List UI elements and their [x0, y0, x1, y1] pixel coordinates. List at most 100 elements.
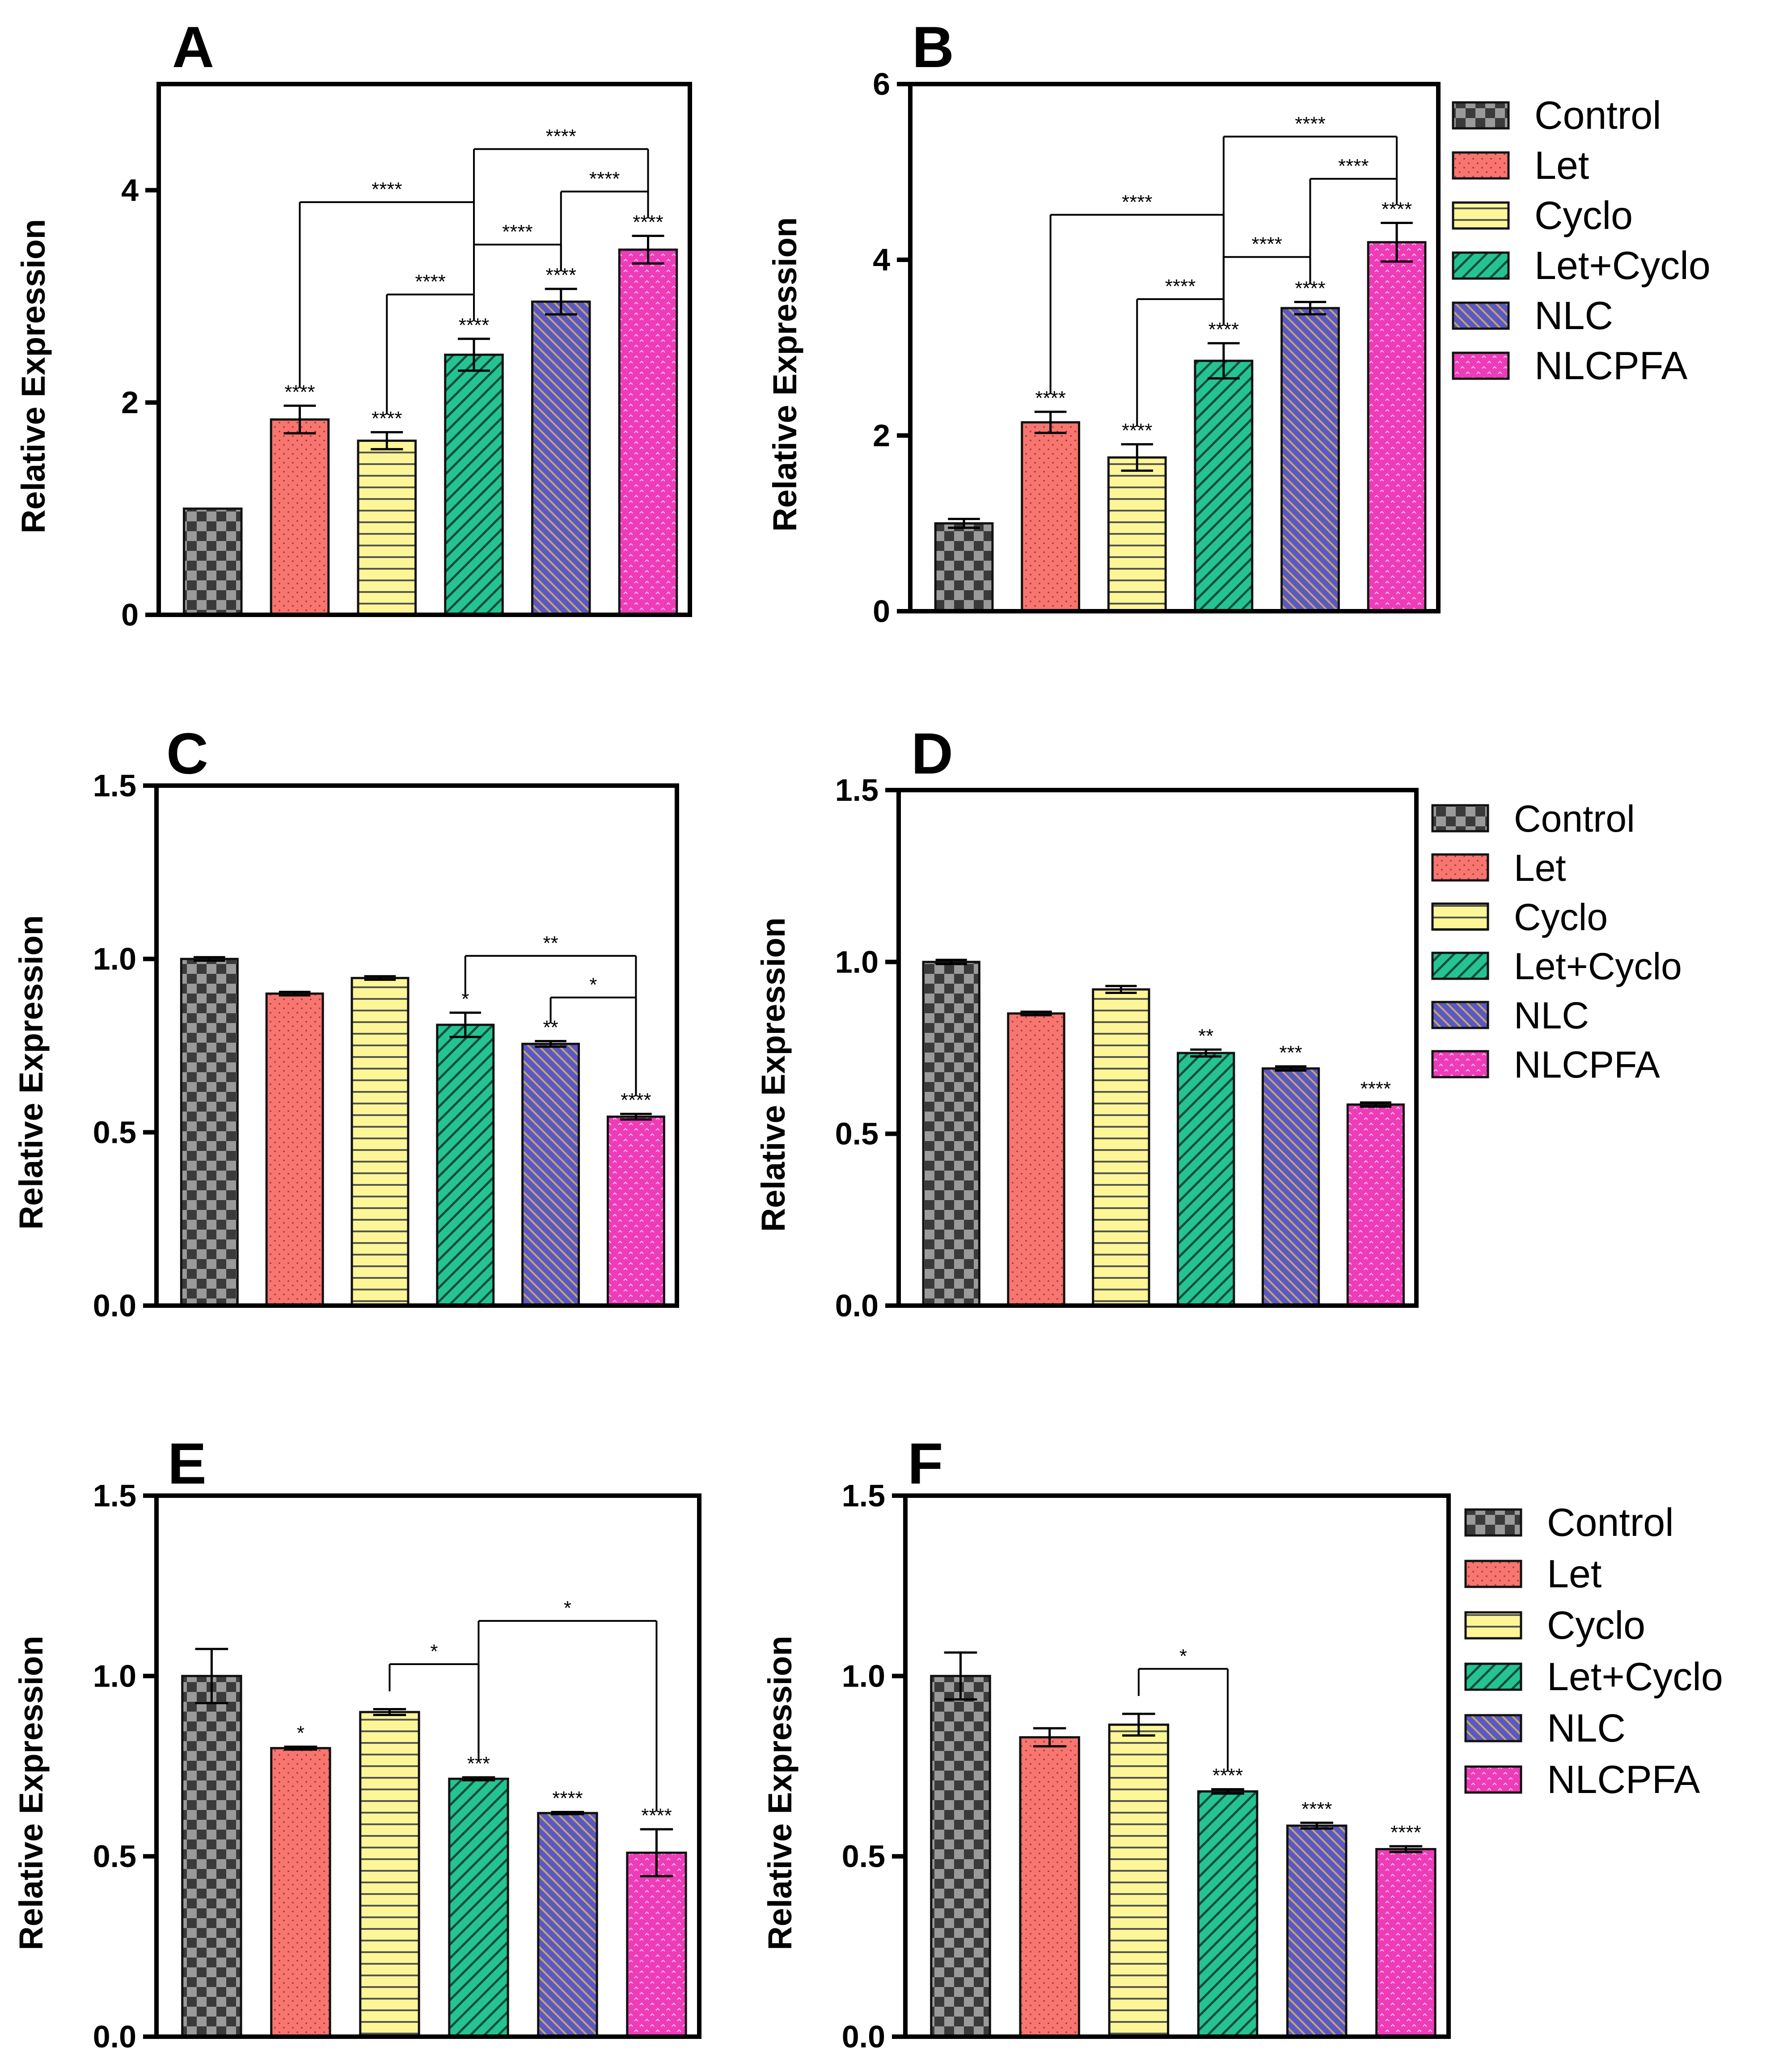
legend-swatch-cyclo — [1464, 1611, 1522, 1640]
panel-label-b: B — [912, 14, 954, 80]
comparison-label: **** — [1251, 233, 1282, 255]
legend-label-nlcpfa: NLCPFA — [1547, 1757, 1700, 1801]
bar-cyclo — [351, 977, 410, 1307]
legend-label-let: Let — [1547, 1552, 1601, 1596]
bar-nlcpfa — [1346, 1103, 1405, 1307]
error-bar-cyclo — [1122, 1713, 1155, 1737]
legend-swatch-nlc — [1431, 1001, 1489, 1029]
legend-label-nlc: NLC — [1514, 994, 1589, 1036]
y-tick-label: 0.0 — [93, 2019, 136, 2054]
legend: Control Let Cyclo Let+Cyclo NLC NLCPFA — [1452, 93, 1711, 388]
panel-label-a: A — [172, 14, 214, 80]
legend-swatch-nlcpfa — [1431, 1050, 1489, 1078]
y-tick-label: 1.0 — [835, 944, 879, 979]
comparison-label: **** — [1165, 275, 1196, 297]
plot-frame — [908, 82, 1441, 613]
legend-label-cyclo: Cyclo — [1534, 193, 1633, 237]
error-bar-control — [948, 518, 980, 529]
error-bar-nlc — [551, 1810, 584, 1815]
y-axis-label: Relative Expression — [755, 918, 792, 1232]
legend-label-nlc: NLC — [1534, 293, 1613, 338]
error-bar-nlc — [535, 1040, 566, 1048]
error-bar-let — [284, 1745, 317, 1751]
error-bar-let-cyclo — [462, 1776, 495, 1781]
error-bar-let — [1034, 410, 1067, 434]
error-bar-let-cyclo — [1211, 1788, 1244, 1795]
legend-swatch-cyclo — [1452, 201, 1510, 230]
error-bar-let-cyclo — [458, 338, 490, 372]
bar-let — [270, 1747, 331, 2038]
significance-label: *** — [1279, 1042, 1302, 1064]
significance-label: * — [461, 988, 469, 1010]
y-tick-label: 4 — [873, 242, 890, 277]
error-bar-nlc — [1275, 1065, 1307, 1072]
legend-swatch-cyclo — [1431, 902, 1489, 931]
legend-swatch-control — [1452, 101, 1510, 130]
legend-swatch-let — [1464, 1560, 1522, 1588]
legend-swatch-let — [1452, 151, 1510, 180]
bar-cyclo — [1107, 456, 1167, 613]
bar-let-cyclo — [1177, 1052, 1235, 1307]
bar-let-cyclo — [1197, 1790, 1259, 2038]
legend-label-let-cyclo: Let+Cyclo — [1534, 243, 1711, 288]
bar-let-cyclo — [444, 353, 504, 616]
panel-b: B***************************************… — [766, 14, 1711, 629]
significance-label: * — [297, 1722, 304, 1744]
legend-swatch-control — [1464, 1508, 1522, 1537]
y-axis-label: Relative Expression — [13, 1636, 50, 1950]
y-tick-label: 4 — [121, 173, 139, 207]
error-bar-control — [935, 959, 967, 965]
legend-label-control: Control — [1514, 798, 1635, 840]
bar-cyclo — [1108, 1723, 1170, 2038]
panel-a: A***************************************… — [15, 14, 692, 632]
bar-let — [1007, 1012, 1065, 1307]
error-bar-cyclo — [1105, 985, 1137, 994]
legend-swatch-nlc — [1464, 1714, 1522, 1742]
legend-swatch-let-cyclo — [1452, 251, 1510, 280]
y-tick-label: 0 — [121, 597, 139, 632]
error-bar-nlc — [1294, 300, 1327, 316]
y-tick-label: 1.5 — [835, 773, 879, 808]
panel-label-f: F — [908, 1431, 943, 1496]
significance-label: **** — [1390, 1822, 1421, 1844]
bar-nlc — [1280, 307, 1340, 613]
comparison-label: **** — [1122, 191, 1153, 213]
error-bar-let — [1033, 1727, 1066, 1748]
bar-control — [181, 1675, 242, 2038]
legend-label-cyclo: Cyclo — [1514, 896, 1608, 938]
plot-frame — [156, 82, 692, 617]
legend-label-let: Let — [1534, 143, 1589, 187]
comparison-label: **** — [415, 271, 446, 293]
plot-frame — [903, 1493, 1451, 2039]
y-tick-label: 1.5 — [93, 768, 136, 803]
legend-label-nlc: NLC — [1547, 1706, 1626, 1750]
error-bar-control — [944, 1651, 977, 1701]
significance-label: **** — [1360, 1078, 1391, 1100]
y-tick-label: 0.5 — [93, 1839, 136, 1874]
panel-label-e: E — [168, 1431, 207, 1496]
significance-label: **** — [1301, 1798, 1332, 1820]
bar-nlcpfa — [1367, 241, 1427, 613]
error-bar-nlcpfa — [1381, 221, 1413, 263]
bar-let — [270, 418, 330, 616]
error-bar-nlcpfa — [1389, 1845, 1423, 1853]
comparison-bracket — [1137, 1668, 1229, 1772]
bar-cyclo — [1092, 988, 1150, 1307]
error-bar-nlc — [545, 288, 577, 316]
legend-swatch-nlcpfa — [1464, 1765, 1522, 1794]
comparison-label: **** — [546, 125, 577, 147]
y-tick-label: 1.5 — [842, 1478, 885, 1513]
plot-frame — [896, 788, 1419, 1308]
legend-label-let: Let — [1514, 847, 1566, 889]
bar-nlc — [537, 1812, 598, 2038]
legend: Control Let Cyclo Let+Cyclo NLC NLCPFA — [1464, 1500, 1723, 1801]
error-bar-let — [283, 404, 316, 435]
error-bar-control — [194, 956, 225, 962]
legend-label-cyclo: Cyclo — [1547, 1603, 1645, 1647]
comparison-label: * — [1179, 1645, 1187, 1667]
error-bar-let-cyclo — [449, 1011, 482, 1038]
bar-let — [265, 992, 324, 1307]
bar-let — [1019, 1736, 1080, 2038]
